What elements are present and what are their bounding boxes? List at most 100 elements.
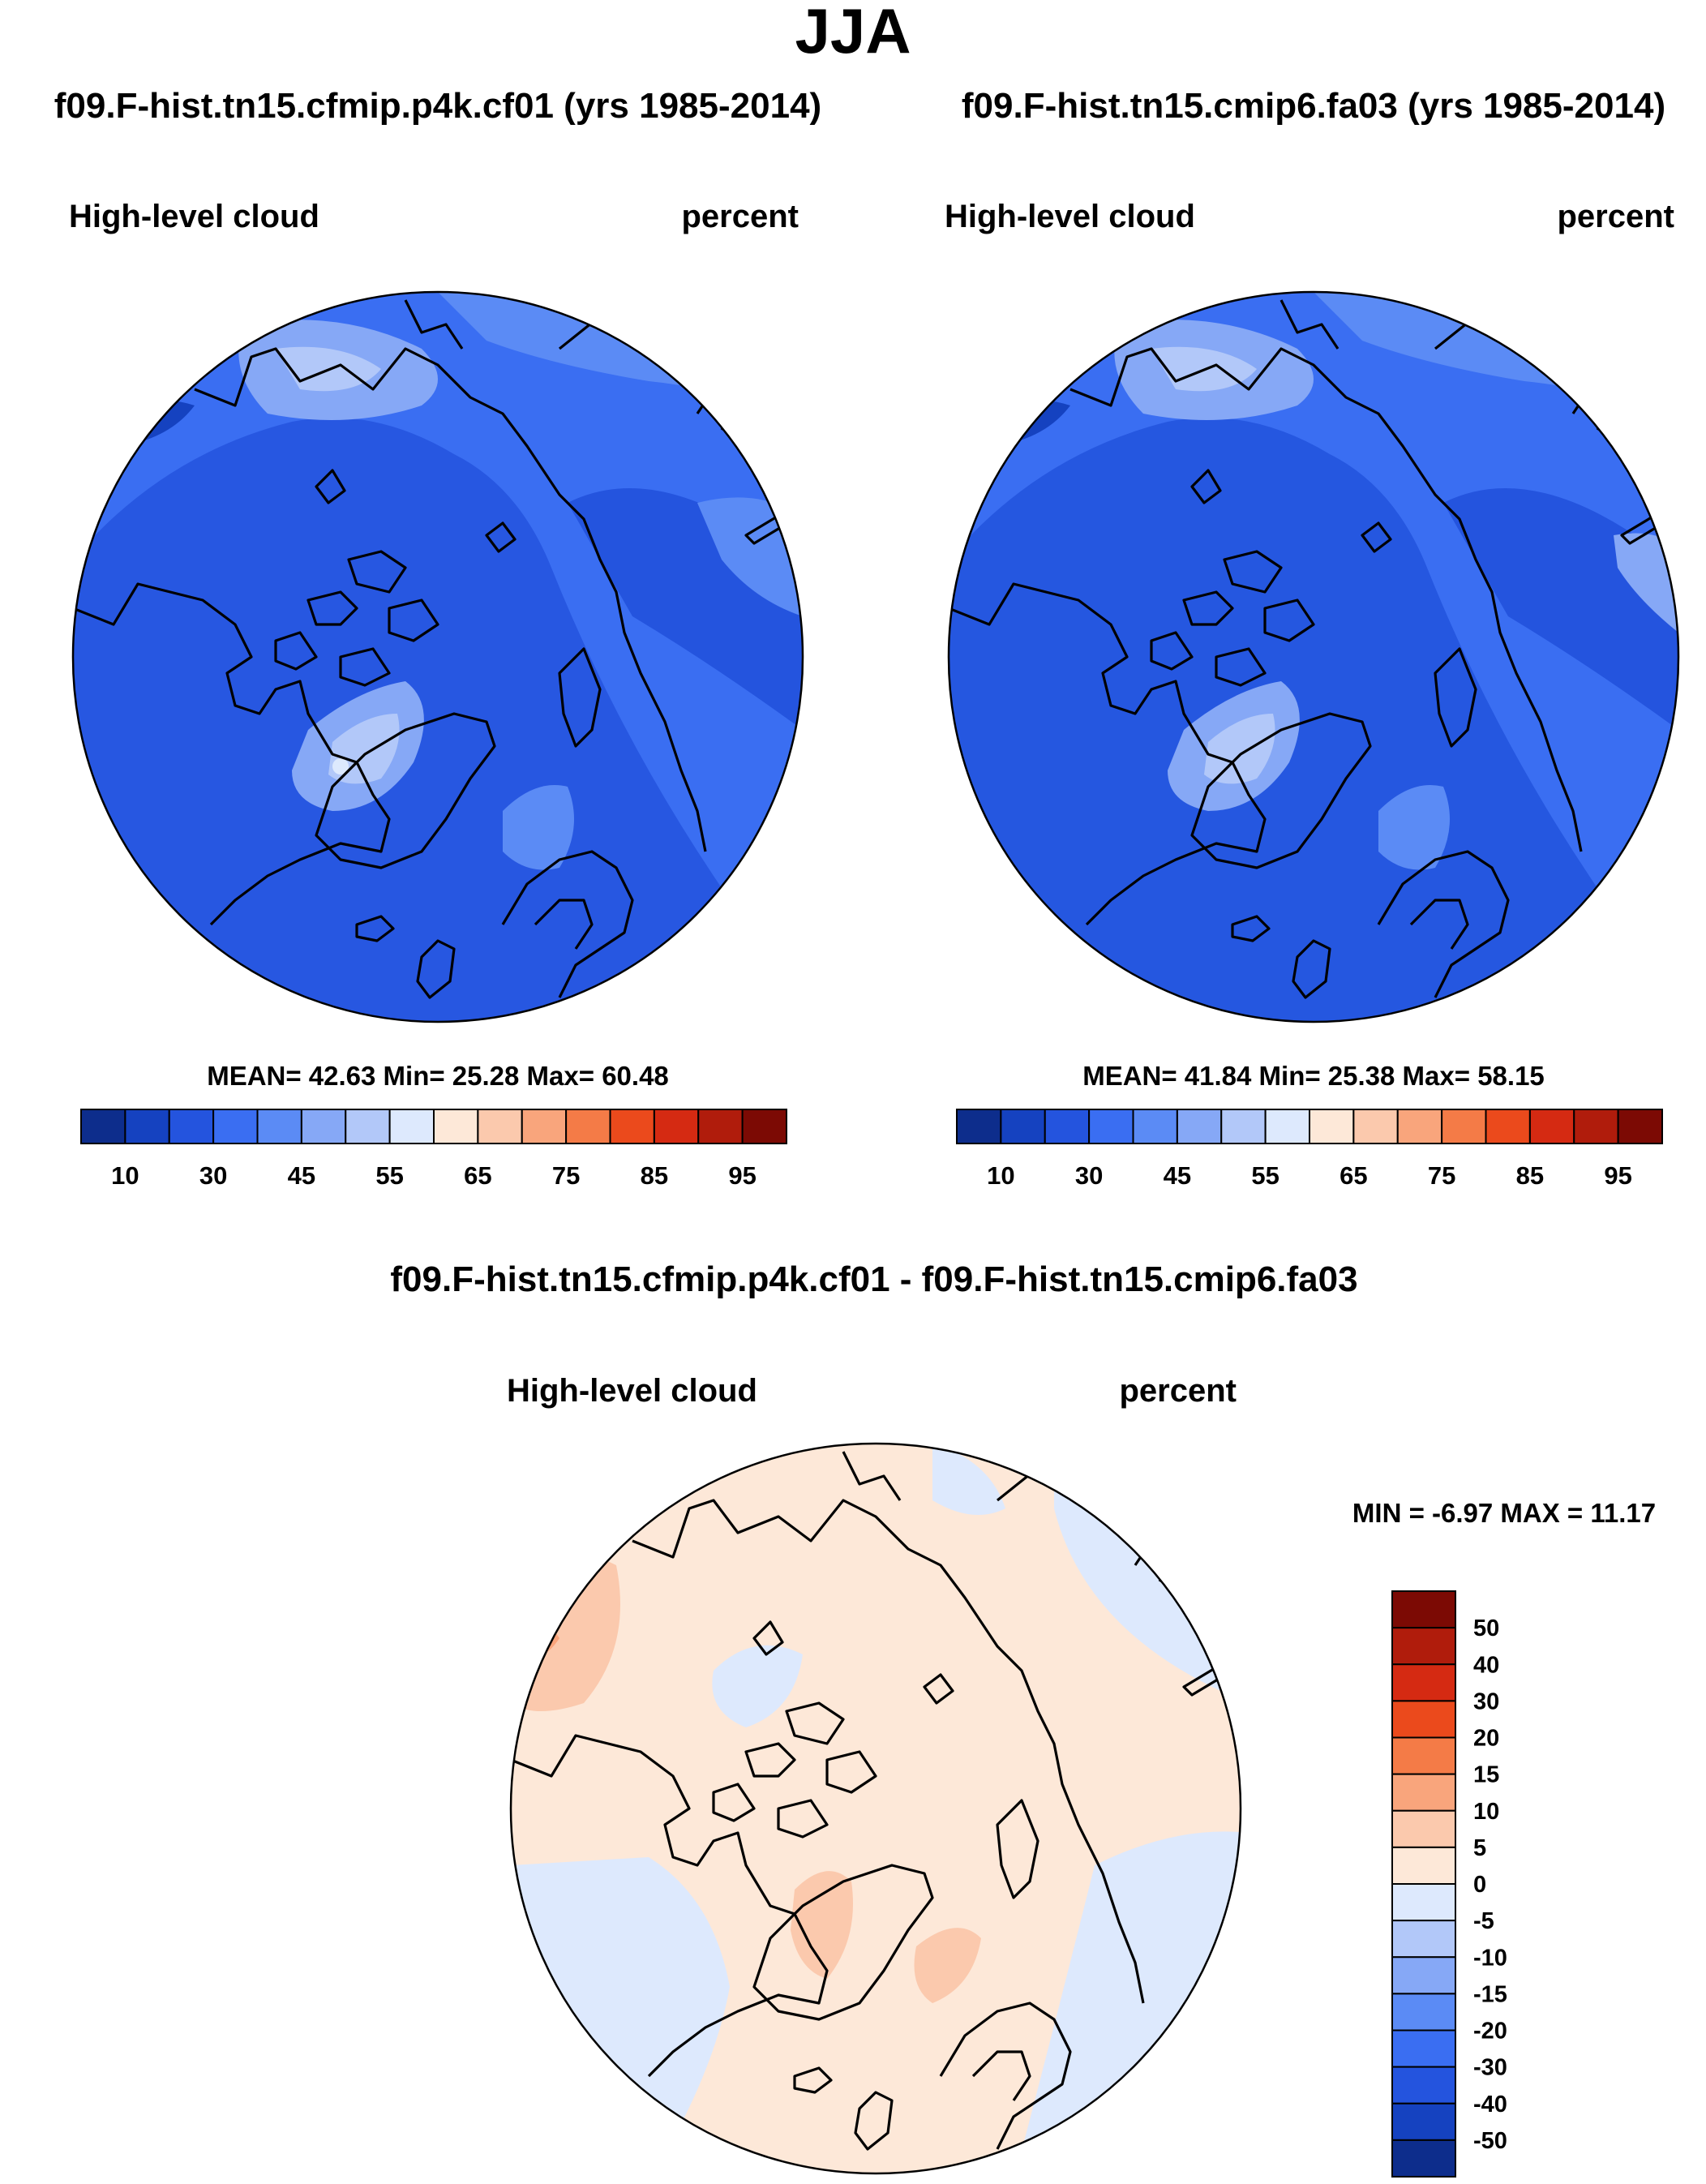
panel-right-title: f09.F-hist.tn15.cmip6.fa03 (yrs 1985-201… (962, 86, 1665, 126)
colorbar-left-tick-label: 95 (728, 1161, 756, 1190)
colorbar-left-swatch (212, 1109, 259, 1144)
colorbar-right-swatch (1485, 1109, 1531, 1144)
colorbar-difference-tick-label: 10 (1473, 1799, 1499, 1825)
colorbar-right-tick-label: 55 (1251, 1161, 1279, 1190)
colorbar-difference-swatch (1391, 2139, 1456, 2178)
colorbar-left-tick-label: 10 (111, 1161, 139, 1190)
colorbar-difference-swatch (1391, 1700, 1456, 1739)
colorbar-right-swatch (1088, 1109, 1134, 1144)
panel-left-stats: MEAN= 42.63 Min= 25.28 Max= 60.48 (207, 1061, 669, 1091)
colorbar-difference-tick-label: -20 (1473, 2019, 1507, 2045)
colorbar-difference-swatch (1391, 1809, 1456, 1848)
colorbar-difference-swatch (1391, 1590, 1456, 1629)
colorbar-difference-swatch (1391, 2066, 1456, 2105)
panel-difference: f09.F-hist.tn15.cfmip.p4k.cf01 - f09.F-h… (390, 1259, 1656, 2178)
colorbar-left-swatch (124, 1109, 170, 1144)
colorbar-left-swatch (433, 1109, 479, 1144)
colorbar-right-tick-label: 65 (1340, 1161, 1367, 1190)
colorbar-difference-tick-label: 5 (1473, 1835, 1486, 1861)
colorbar-left-tick-label: 45 (288, 1161, 315, 1190)
colorbar-difference-swatch (1391, 2102, 1456, 2141)
colorbar-difference-tick-label: -5 (1473, 1908, 1494, 1934)
colorbar-difference-swatch (1391, 1663, 1456, 1702)
panel-right: f09.F-hist.tn15.cmip6.fa03 (yrs 1985-201… (945, 86, 1680, 1190)
colorbar-difference-swatch (1391, 1920, 1456, 1959)
colorbar-left-swatch (697, 1109, 744, 1144)
difference-title: f09.F-hist.tn15.cfmip.p4k.cf01 - f09.F-h… (390, 1259, 1357, 1299)
colorbar-left-tick-label: 85 (641, 1161, 668, 1190)
colorbar-left-swatch (345, 1109, 391, 1144)
colorbar-right-tick-label: 75 (1428, 1161, 1455, 1190)
colorbar-difference-tick-label: -50 (1473, 2128, 1507, 2154)
panel-right-variable: High-level cloud (945, 199, 1195, 234)
colorbar-left-swatch (388, 1109, 435, 1144)
colorbar-right-swatch (1000, 1109, 1046, 1144)
colorbar-difference-swatch (1391, 1773, 1456, 1812)
colorbar-left-swatch (521, 1109, 568, 1144)
colorbar-right-swatch (1573, 1109, 1619, 1144)
colorbar-difference-swatch (1391, 2029, 1456, 2068)
colorbar-right-swatch (1617, 1109, 1663, 1144)
colorbar-right-tick-label: 30 (1075, 1161, 1103, 1190)
difference-units: percent (1120, 1373, 1237, 1409)
colorbar-left-swatch (168, 1109, 215, 1144)
colorbar-right: 10 30 45 55 65 75 85 95 (956, 1109, 1663, 1190)
colorbar-left-tick-label: 75 (552, 1161, 580, 1190)
colorbar-right-tick-label: 85 (1516, 1161, 1544, 1190)
colorbar-left-tick-label: 65 (464, 1161, 491, 1190)
colorbar-left: 10 30 45 55 65 75 85 95 (80, 1109, 787, 1190)
colorbar-difference-tick-label: 15 (1473, 1762, 1499, 1788)
panel-right-stats: MEAN= 41.84 Min= 25.38 Max= 58.15 (1082, 1061, 1545, 1091)
colorbar-right-swatch (1264, 1109, 1310, 1144)
colorbar-left-swatch (609, 1109, 655, 1144)
figure-title: JJA (795, 0, 911, 67)
colorbar-right-swatch (1176, 1109, 1223, 1144)
difference-stats: MIN = -6.97 MAX = 11.17 (1352, 1498, 1656, 1528)
colorbar-difference-tick-label: 40 (1473, 1652, 1499, 1678)
colorbar-left-swatch (80, 1109, 126, 1144)
panel-left-title: f09.F-hist.tn15.cfmip.p4k.cf01 (yrs 1985… (54, 86, 821, 126)
colorbar-difference-tick-label: 50 (1473, 1615, 1499, 1641)
colorbar-difference-tick-label: -30 (1473, 2055, 1507, 2081)
colorbar-left-swatch (565, 1109, 611, 1144)
map-right (949, 292, 1678, 1022)
colorbar-right-swatch (1132, 1109, 1178, 1144)
colorbar-right-swatch (1396, 1109, 1443, 1144)
colorbar-left-swatch (300, 1109, 347, 1144)
colorbar-right-swatch (1309, 1109, 1355, 1144)
colorbar-difference-tick-label: 0 (1473, 1872, 1486, 1898)
colorbar-left-swatch (477, 1109, 523, 1144)
difference-variable: High-level cloud (507, 1373, 757, 1409)
colorbar-right-swatch (1220, 1109, 1267, 1144)
colorbar-right-tick-label: 45 (1164, 1161, 1191, 1190)
panel-right-units: percent (1558, 199, 1675, 234)
colorbar-difference-tick-label: 20 (1473, 1726, 1499, 1752)
colorbar-right-tick-label: 95 (1604, 1161, 1631, 1190)
colorbar-left-swatch (741, 1109, 787, 1144)
colorbar-right-swatch (1441, 1109, 1487, 1144)
panel-left: f09.F-hist.tn15.cfmip.p4k.cf01 (yrs 1985… (54, 86, 821, 1190)
colorbar-difference-swatch (1391, 1627, 1456, 1666)
colorbar-right-swatch (1528, 1109, 1575, 1144)
colorbar-right-tick-label: 10 (987, 1161, 1014, 1190)
colorbar-difference-swatch (1391, 1736, 1456, 1775)
panel-left-units: percent (682, 199, 799, 234)
colorbar-left-tick-label: 55 (375, 1161, 403, 1190)
colorbar-difference-swatch (1391, 1993, 1456, 2032)
colorbar-right-swatch (1044, 1109, 1091, 1144)
colorbar-left-tick-label: 30 (199, 1161, 227, 1190)
colorbar-left-swatch (653, 1109, 700, 1144)
colorbar-difference-tick-label: 30 (1473, 1688, 1499, 1714)
panel-left-variable: High-level cloud (69, 199, 319, 234)
colorbar-difference-swatch (1391, 1846, 1456, 1885)
colorbar-difference-tick-label: -10 (1473, 1945, 1507, 1971)
colorbar-difference-tick-label: -40 (1473, 2092, 1507, 2117)
colorbar-right-swatch (1352, 1109, 1399, 1144)
colorbar-left-swatch (256, 1109, 302, 1144)
colorbar-difference-swatch (1391, 1883, 1456, 1922)
colorbar-difference-tick-label: -15 (1473, 1981, 1507, 2007)
map-left (73, 292, 803, 1022)
colorbar-right-swatch (956, 1109, 1002, 1144)
